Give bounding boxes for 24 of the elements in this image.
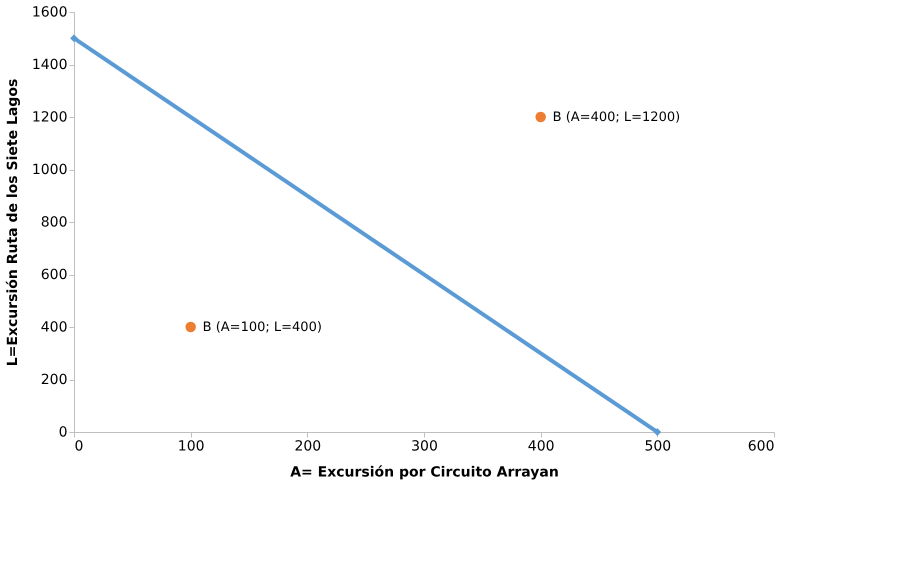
point — [70, 34, 78, 42]
x-tick-label: 500 — [644, 438, 672, 454]
x-tick-label: 600 — [748, 438, 774, 454]
y-tick-label: 1000 — [32, 162, 68, 178]
x-tick-label: 100 — [178, 438, 205, 454]
y-tick-label: 1400 — [32, 57, 68, 73]
y-tick-label: 0 — [58, 424, 68, 440]
x-tick-label: 0 — [74, 438, 84, 454]
x-tick-label: 200 — [294, 438, 322, 454]
x-axis-title: A= Excursión por Circuito Arrayan — [290, 464, 559, 480]
point — [535, 112, 546, 122]
y-axis-title: L=Excursión Ruta de los Siete Lagos — [4, 78, 21, 366]
y-tick-label: 800 — [40, 214, 68, 230]
x-tick-label: 400 — [528, 438, 555, 454]
annotation: B (A=400; L=1200) — [552, 110, 680, 125]
y-tick-label: 200 — [40, 372, 68, 388]
y-tick-label: 400 — [40, 320, 68, 336]
point — [185, 322, 196, 332]
y-tick-label: 600 — [40, 267, 68, 283]
point — [653, 428, 662, 436]
x-tick-label: 300 — [411, 438, 438, 454]
y-tick-label: 1600 — [32, 4, 68, 20]
y-tick-label: 1200 — [32, 110, 68, 126]
annotation: B (A=100; L=400) — [202, 320, 322, 335]
